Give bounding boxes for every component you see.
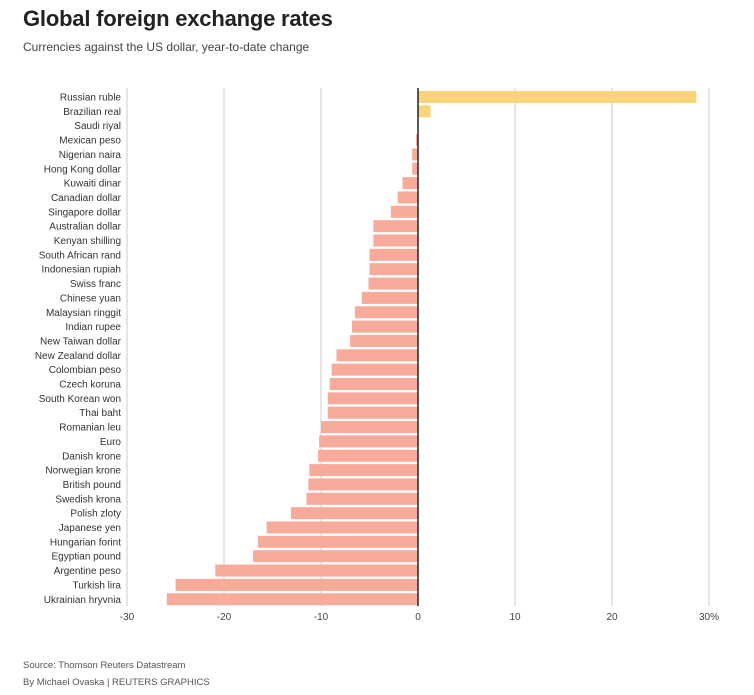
category-label: Egyptian pound (51, 552, 121, 563)
bar (253, 550, 418, 563)
bar (166, 593, 418, 606)
bar (308, 478, 418, 491)
category-label: New Zealand dollar (35, 351, 122, 362)
bar (336, 349, 418, 362)
category-label: Kenyan shilling (54, 236, 121, 247)
source-note: Source: Thomson Reuters Datastream (23, 660, 186, 671)
category-label: South African rand (39, 250, 121, 261)
category-label: Danish krone (62, 451, 121, 462)
category-label: Romanian leu (59, 423, 121, 434)
category-label: Ukrainian hryvnia (44, 595, 122, 606)
bar-chart: Russian ruble Brazilian real Saudi riyal Me… (35, 88, 719, 623)
bar (373, 220, 418, 233)
bar (361, 291, 418, 304)
bars (166, 91, 697, 606)
bar (321, 421, 418, 434)
bar (390, 205, 418, 218)
bar (369, 263, 418, 276)
bar (266, 521, 418, 534)
category-label: Norwegian krone (45, 466, 121, 477)
category-label: Euro (100, 437, 122, 448)
bar (329, 378, 418, 390)
category-label: Canadian dollar (51, 193, 122, 204)
credit-note: By Michael Ovaska | REUTERS GRAPHICS (23, 677, 210, 688)
category-label: Russian ruble (60, 93, 122, 104)
x-tick-label: -20 (217, 612, 232, 623)
bar (412, 162, 418, 175)
category-label: Czech koruna (59, 380, 121, 391)
category-label: Argentine peso (54, 566, 122, 577)
bar (352, 320, 418, 333)
x-tick-label: 30% (699, 612, 719, 623)
bar (318, 449, 418, 462)
bar (368, 277, 418, 290)
category-label: Japanese yen (59, 523, 121, 534)
category-label: Mexican peso (59, 136, 121, 147)
bar (418, 105, 431, 118)
category-label: Indian rupee (65, 322, 121, 333)
x-tick-label: 10 (509, 612, 521, 623)
category-label: Saudi riyal (74, 121, 121, 132)
bar (175, 578, 418, 591)
bar (412, 148, 418, 161)
category-label: Swedish krona (55, 494, 121, 505)
category-label: New Taiwan dollar (40, 336, 122, 347)
bar (350, 334, 418, 347)
grid-lines (126, 88, 710, 606)
bar (402, 177, 418, 190)
bar (290, 507, 418, 520)
category-label: Brazilian real (63, 107, 121, 118)
category-label: Turkish lira (72, 580, 121, 591)
x-tick-label: 0 (415, 612, 421, 623)
bar (309, 464, 418, 477)
bar (418, 91, 697, 103)
category-label: Swiss franc (70, 279, 121, 290)
category-label: Malaysian ringgit (46, 308, 121, 319)
chart-subtitle: Currencies against the US dollar, year-t… (23, 40, 310, 54)
category-label: Nigerian naira (59, 150, 122, 161)
category-label: South Korean won (39, 394, 121, 405)
bar (319, 435, 418, 448)
bar (327, 392, 418, 405)
x-tick-label: -30 (120, 612, 135, 623)
bar (331, 363, 418, 376)
category-label: Polish zloty (70, 509, 121, 520)
category-label: British pound (63, 480, 121, 491)
x-tick-label: -10 (314, 612, 329, 623)
category-label: Hong Kong dollar (44, 164, 122, 175)
category-label: Australian dollar (49, 222, 121, 233)
bar (257, 535, 418, 548)
bar (369, 248, 418, 261)
bar (327, 406, 418, 419)
category-label: Colombian peso (49, 365, 122, 376)
category-label: Chinese yuan (60, 293, 121, 304)
bar (215, 564, 418, 577)
category-label: Thai baht (79, 408, 121, 419)
bar (354, 306, 418, 319)
x-axis-tick-labels: -30 -20 -10 0 10 20 30% (120, 612, 719, 623)
category-label: Singapore dollar (48, 207, 121, 218)
bar (373, 234, 418, 247)
bar (397, 191, 418, 204)
bar (416, 134, 418, 147)
category-labels: Russian ruble Brazilian real Saudi riyal Me… (35, 93, 122, 606)
category-label: Hungarian forint (50, 537, 121, 548)
category-label: Kuwaiti dinar (64, 179, 122, 190)
bar (306, 492, 418, 505)
chart-title: Global foreign exchange rates (23, 6, 333, 31)
x-tick-label: 20 (606, 612, 618, 623)
category-label: Indonesian rupiah (41, 265, 121, 276)
